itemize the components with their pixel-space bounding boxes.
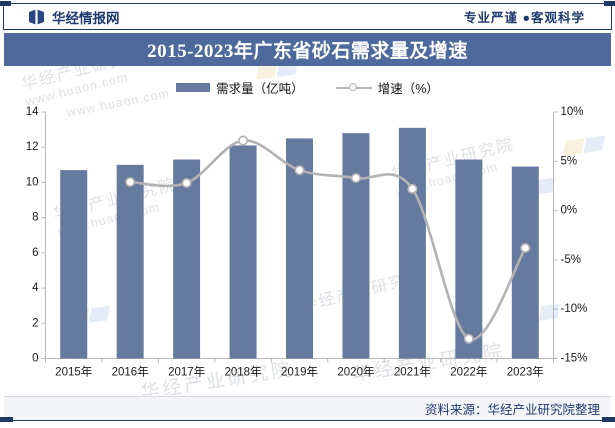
- growth-marker: [181, 177, 192, 189]
- x-axis-category-label: 2021年: [394, 365, 431, 379]
- x-axis-category-label: 2015年: [55, 365, 92, 379]
- growth-marker: [125, 176, 136, 188]
- header-slogan: 专业严谨 ●客观科学: [463, 11, 585, 25]
- right-axis-tick-label: -5%: [561, 254, 581, 266]
- demand-bar: [60, 170, 88, 359]
- x-axis-category-label: 2020年: [337, 365, 374, 379]
- growth-marker: [238, 135, 249, 146]
- left-axis-tick-label: 4: [32, 282, 39, 294]
- left-axis-tick-label: 10: [26, 176, 39, 188]
- right-axis-tick-label: 0%: [561, 205, 578, 217]
- frame-dash: [602, 417, 615, 422]
- left-axis-tick-label: 6: [32, 247, 38, 259]
- x-axis-category-label: 2022年: [450, 365, 487, 379]
- data-source: 资料来源：华经产业研究院整理: [424, 403, 600, 417]
- growth-marker: [520, 243, 531, 254]
- right-axis-tick-label: -10%: [561, 303, 588, 315]
- growth-marker: [463, 333, 474, 344]
- growth-marker: [350, 173, 361, 184]
- right-axis-tick-label: -15%: [561, 353, 588, 365]
- left-axis-tick-label: 0: [32, 353, 38, 365]
- huajing-logo-icon: [29, 9, 44, 24]
- demand-bar: [173, 159, 201, 359]
- left-axis-tick-label: 14: [26, 106, 39, 118]
- left-axis-tick-label: 12: [26, 141, 39, 153]
- page-header: 华经情报网 专业严谨 ●客观科学: [3, 3, 612, 30]
- x-axis-category-label: 2017年: [168, 365, 205, 379]
- right-axis-tick-label: 5%: [561, 155, 578, 167]
- demand-bar: [511, 166, 539, 359]
- source-row: 资料来源：华经产业研究院整理: [4, 396, 611, 420]
- frame-dash: [0, 1, 11, 6]
- legend-item-demand: 需求量（亿吨）: [176, 78, 304, 97]
- demand-bar: [116, 164, 144, 359]
- legend-label-demand: 需求量（亿吨）: [216, 82, 304, 96]
- x-axis-category-label: 2018年: [225, 365, 262, 379]
- growth-marker: [294, 165, 305, 176]
- chart-title: 2015-2023年广东省砂石需求量及增速: [147, 41, 468, 62]
- growth-marker: [407, 183, 418, 194]
- x-axis-category-label: 2023年: [507, 365, 544, 379]
- frame-dash: [604, 1, 615, 6]
- bar-swatch-icon: [176, 83, 211, 92]
- legend-item-growth: 增速（%）: [335, 78, 439, 97]
- demand-growth-chart: 0 2 4 6 8 10 12 14 10% 5% 0% -5% -10% -15% 2015年 2016年 2…: [26, 106, 588, 379]
- right-axis-tick-label: 10%: [561, 106, 584, 118]
- demand-bar: [229, 145, 257, 359]
- left-axis-tick-label: 8: [32, 212, 38, 224]
- left-axis-tick-label: 2: [32, 317, 38, 329]
- frame-dash: [0, 417, 13, 422]
- x-axis-category-label: 2019年: [281, 365, 318, 379]
- bottom-rule: [3, 419, 612, 421]
- x-axis-category-label: 2016年: [112, 365, 149, 379]
- demand-bar: [398, 127, 426, 359]
- chart-title-banner: 2015-2023年广东省砂石需求量及增速: [4, 33, 611, 66]
- demand-bar: [342, 133, 370, 359]
- chart-legend: 需求量（亿吨） 增速（%）: [0, 77, 615, 98]
- brand: 华经情报网: [28, 7, 120, 27]
- brand-name: 华经情报网: [52, 10, 120, 26]
- line-swatch-icon: [335, 82, 372, 94]
- legend-label-growth: 增速（%）: [377, 82, 439, 96]
